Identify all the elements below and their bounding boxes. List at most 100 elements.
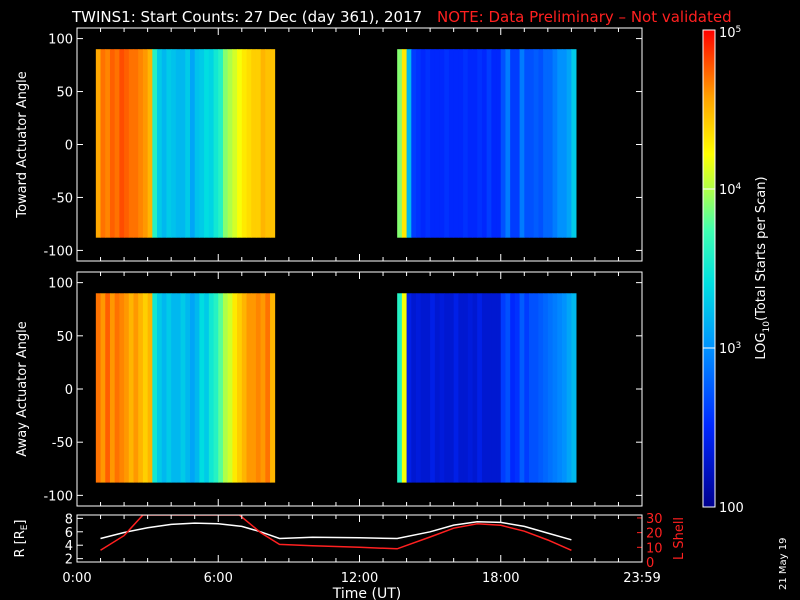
heatmap-column bbox=[425, 49, 431, 238]
x-axis-tick-labels: 0:00 6:00 12:00 18:00 23:59 bbox=[62, 571, 660, 586]
toward-heatmap-panel: -100 -50 0 50 100 Toward Actuator Angle bbox=[15, 27, 643, 262]
heatmap-column bbox=[147, 293, 153, 483]
y-tick-label: -50 bbox=[52, 191, 73, 206]
heatmap-column bbox=[255, 293, 262, 483]
heatmap-column bbox=[100, 293, 106, 483]
heatmap-column bbox=[152, 293, 158, 483]
heatmap-segment-2 bbox=[397, 49, 577, 238]
x-tick-label: 23:59 bbox=[623, 571, 660, 586]
heatmap-column bbox=[265, 49, 271, 238]
heatmap-column bbox=[232, 293, 238, 483]
y-tick-label: 0 bbox=[65, 383, 73, 398]
heatmap-column bbox=[208, 293, 214, 483]
colorbar-tick-label: 103 bbox=[719, 341, 741, 357]
heatmap-column bbox=[453, 293, 459, 483]
y2-tick-label: 0 bbox=[646, 556, 654, 571]
heatmap-column bbox=[571, 49, 577, 238]
heatmap-column bbox=[477, 49, 483, 238]
y-tick-label: 50 bbox=[56, 330, 73, 345]
heatmap-column bbox=[561, 49, 568, 238]
heatmap-column bbox=[481, 49, 488, 238]
heatmap-column bbox=[397, 49, 403, 238]
x-tick-label: 0:00 bbox=[62, 571, 91, 586]
heatmap-column bbox=[246, 293, 252, 483]
preliminary-note: NOTE: Data Preliminary – Not validated bbox=[437, 8, 732, 26]
heatmap-column bbox=[133, 293, 139, 483]
heatmap-column bbox=[95, 49, 101, 238]
colorbar-tick-label: 105 bbox=[719, 25, 741, 41]
y-tick-label: 6 bbox=[65, 526, 73, 541]
heatmap-column bbox=[529, 293, 535, 483]
heatmap-column bbox=[448, 293, 455, 483]
y-tick-label: 2 bbox=[65, 553, 73, 568]
heatmap-column bbox=[401, 49, 407, 238]
heatmap-column bbox=[251, 49, 257, 238]
heatmap-column bbox=[175, 49, 181, 238]
heatmap-column bbox=[491, 293, 497, 483]
heatmap-column bbox=[109, 49, 116, 238]
y-axis-label: Away Actuator Angle bbox=[15, 321, 30, 456]
heatmap-column bbox=[472, 49, 478, 238]
heatmap-column bbox=[142, 49, 149, 238]
heatmap-column bbox=[147, 49, 153, 238]
heatmap-column bbox=[166, 293, 172, 483]
heatmap-column bbox=[481, 293, 488, 483]
heatmap-column bbox=[486, 293, 492, 483]
heatmap-column bbox=[458, 49, 464, 238]
heatmap-column bbox=[222, 293, 229, 483]
heatmap-column bbox=[491, 49, 497, 238]
x-tick-label: 6:00 bbox=[204, 571, 233, 586]
heatmap-column bbox=[533, 293, 539, 483]
heatmap-column bbox=[161, 49, 167, 238]
heatmap-column bbox=[557, 49, 563, 238]
heatmap-column bbox=[439, 293, 445, 483]
heatmap-column bbox=[213, 49, 219, 238]
date-stamp: 21 May 19 bbox=[778, 538, 789, 590]
heatmap-column bbox=[463, 293, 469, 483]
heatmap-column bbox=[566, 293, 572, 483]
heatmap-column bbox=[109, 293, 116, 483]
y-tick-label: -100 bbox=[43, 244, 73, 259]
y-tick-label: 4 bbox=[65, 539, 73, 554]
heatmap-column bbox=[199, 49, 205, 238]
heatmap-column bbox=[514, 49, 520, 238]
x-axis-label: Time (UT) bbox=[332, 586, 401, 600]
heatmap-column bbox=[185, 293, 191, 483]
heatmap-column bbox=[552, 293, 558, 483]
heatmap-column bbox=[95, 293, 101, 483]
heatmap-column bbox=[444, 293, 450, 483]
heatmap-column bbox=[430, 293, 436, 483]
y2-tick-label: 20 bbox=[646, 527, 663, 542]
heatmap-column bbox=[241, 293, 247, 483]
heatmap-column bbox=[538, 293, 544, 483]
heatmap-column bbox=[416, 49, 422, 238]
colorbar-tick-label: 104 bbox=[719, 182, 742, 198]
heatmap-column bbox=[557, 293, 563, 483]
heatmap-column bbox=[406, 293, 412, 483]
heatmap-column bbox=[260, 293, 266, 483]
heatmap-column bbox=[514, 293, 520, 483]
heatmap-column bbox=[190, 49, 196, 238]
heatmap-column bbox=[270, 49, 276, 238]
heatmap-column bbox=[453, 49, 459, 238]
l-shell-axis-label: L Shell bbox=[672, 517, 687, 560]
heatmap-column bbox=[500, 293, 506, 483]
radius-series-line bbox=[100, 520, 572, 541]
heatmap-column bbox=[444, 49, 450, 238]
heatmap-column bbox=[232, 49, 238, 238]
y-tick-label: -100 bbox=[43, 489, 73, 504]
heatmap-column bbox=[171, 49, 177, 238]
heatmap-column bbox=[204, 293, 210, 483]
heatmap-column bbox=[175, 293, 181, 483]
heatmap-column bbox=[411, 49, 417, 238]
chart-title: TWINS1: Start Counts: 27 Dec (day 361), … bbox=[71, 8, 422, 26]
heatmap-column bbox=[246, 49, 252, 238]
x-tick-label: 12:00 bbox=[341, 571, 378, 586]
colorbar-tick-label: 100 bbox=[719, 501, 744, 516]
heatmap-column bbox=[251, 293, 257, 483]
y-tick-label: 100 bbox=[48, 277, 73, 292]
heatmap-column bbox=[180, 49, 186, 238]
heatmap-column bbox=[171, 293, 177, 483]
heatmap-column bbox=[218, 293, 224, 483]
